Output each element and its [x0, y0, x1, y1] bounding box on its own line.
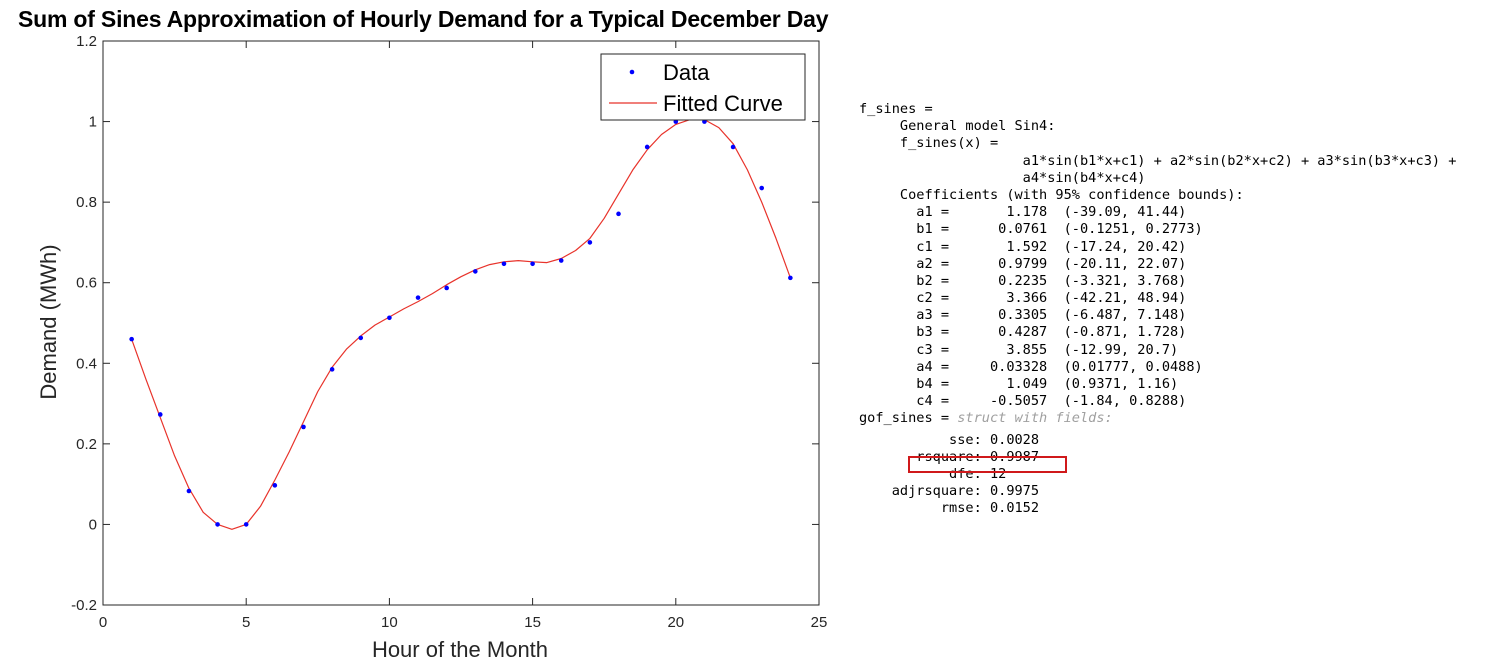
matlab-console-output: f_sines = General model Sin4: f_sines(x)…	[859, 101, 1456, 518]
legend-data-label: Data	[663, 60, 710, 85]
x-tick-label: 0	[99, 614, 107, 631]
y-tick-label: 0.4	[76, 355, 97, 372]
y-axis-label: Demand (MWh)	[36, 244, 61, 399]
axis-ticks: 0 5 10 15 20 25-0.200.20.40.60.811.2	[71, 33, 827, 631]
rsquare-highlight-box	[908, 456, 1067, 473]
fitted-curve-line	[131, 119, 791, 530]
gof-variable-label: gof_sines =	[859, 410, 958, 427]
legend-data-marker	[629, 69, 635, 75]
console-line: Coefficients (with 95% confidence bounds…	[859, 186, 1244, 203]
console-line: c3 = 3.855 (-12.99, 20.7)	[859, 341, 1179, 358]
x-tick-label: 20	[667, 614, 684, 631]
legend-box	[600, 53, 806, 121]
console-line: a4*sin(b4*x+c4)	[859, 169, 1146, 186]
data-point	[616, 211, 621, 217]
y-tick-label: 1	[89, 114, 97, 131]
y-tick-label: 0	[89, 516, 97, 533]
gof-line: sse: 0.0028	[859, 431, 1040, 448]
console-line: c4 = -0.5057 (-1.84, 0.8288)	[859, 393, 1187, 410]
x-tick-label: 10	[381, 614, 398, 631]
data-point	[329, 367, 335, 372]
data-point	[644, 144, 650, 150]
data-point	[444, 285, 449, 291]
legend: Data Fitted Curve	[600, 53, 806, 121]
fitted-curve-layer	[131, 119, 791, 530]
y-tick-label: 1.2	[76, 33, 97, 50]
data-point	[473, 269, 478, 274]
data-point	[301, 424, 306, 430]
console-line: a2 = 0.9799 (-20.11, 22.07)	[859, 255, 1187, 272]
axes-frame	[102, 40, 820, 606]
legend-curve-label: Fitted Curve	[663, 91, 783, 116]
console-line: b4 = 1.049 (0.9371, 1.16)	[859, 376, 1179, 392]
data-point	[788, 275, 793, 281]
gof-line: adjrsquare: 0.9975	[859, 483, 1040, 500]
y-tick-label: 0.6	[76, 275, 97, 292]
data-point	[157, 412, 163, 417]
data-point	[558, 258, 564, 263]
gof-line: dfe: 12	[859, 465, 1007, 482]
y-tick-label: -0.2	[71, 597, 97, 614]
data-point	[186, 488, 192, 494]
y-tick-label: 0.2	[76, 436, 97, 453]
data-point	[759, 185, 765, 191]
console-line: c1 = 1.592 (-17.24, 20.42)	[859, 238, 1187, 255]
data-point	[587, 240, 593, 245]
data-point	[387, 315, 392, 321]
y-tick-label: 0.8	[76, 194, 97, 211]
x-axis-label: Hour of the Month	[372, 637, 548, 662]
console-line: a3 = 0.3305 (-6.487, 7.148)	[859, 307, 1187, 324]
data-point	[215, 522, 220, 527]
x-tick-label: 15	[524, 614, 541, 631]
console-line: General model Sin4:	[859, 118, 1056, 135]
console-line: f_sines(x) =	[859, 135, 999, 152]
x-tick-label: 25	[811, 614, 828, 631]
data-point	[501, 261, 507, 267]
data-point	[415, 295, 421, 300]
gof-struct-note: struct with fields:	[957, 410, 1113, 427]
console-line: a1*sin(b1*x+c1) + a2*sin(b2*x+c2) + a3*s…	[859, 152, 1457, 169]
console-line: a4 = 0.03328 (0.01777, 0.0488)	[859, 358, 1203, 375]
data-point	[243, 522, 249, 527]
chart-title: Sum of Sines Approximation of Hourly Dem…	[18, 6, 829, 32]
data-point	[358, 335, 364, 341]
console-line: b1 = 0.0761 (-0.1251, 0.2773)	[859, 221, 1203, 238]
x-tick-label: 5	[242, 614, 250, 631]
axes-box	[102, 40, 820, 606]
gof-line: rmse: 0.0152	[859, 500, 1040, 517]
data-point	[272, 483, 278, 488]
console-line: f_sines =	[859, 101, 933, 117]
console-line: b3 = 0.4287 (-0.871, 1.728)	[859, 324, 1187, 341]
data-points-layer	[129, 119, 793, 527]
data-point	[530, 261, 535, 267]
console-line: b2 = 0.2235 (-3.321, 3.768)	[859, 272, 1187, 289]
gof-header-line: gof_sines = struct with fields:	[859, 410, 1456, 427]
console-line: a1 = 1.178 (-39.09, 41.44)	[859, 204, 1187, 221]
data-point	[730, 144, 736, 150]
data-point	[129, 336, 134, 342]
console-line: c2 = 3.366 (-42.21, 48.94)	[859, 290, 1187, 307]
